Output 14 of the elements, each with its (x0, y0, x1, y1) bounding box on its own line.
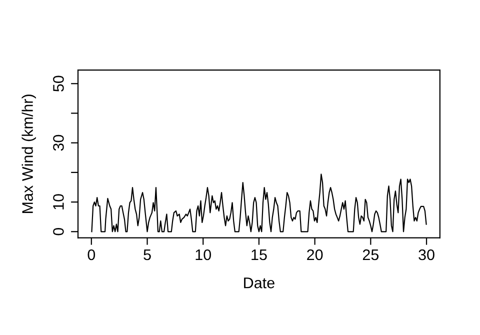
x-axis-title: Date (244, 278, 274, 288)
x-tick-label: 10 (196, 249, 212, 260)
x-tick-label: 15 (252, 250, 267, 260)
x-tick-label: 5 (144, 250, 151, 260)
y-tick-label: 50 (53, 76, 64, 92)
x-tick-label: 20 (307, 249, 323, 260)
y-tick-label: 0 (53, 228, 64, 236)
line-series (91, 174, 427, 232)
y-tick-label: 10 (53, 194, 64, 210)
x-tick-label: 25 (362, 249, 379, 260)
x-tick-label: 0 (88, 249, 96, 260)
x-tick-label: 30 (418, 249, 434, 260)
y-tick-label: 30 (53, 134, 64, 151)
y-axis-title: Max Wind (km/hr) (22, 94, 36, 213)
